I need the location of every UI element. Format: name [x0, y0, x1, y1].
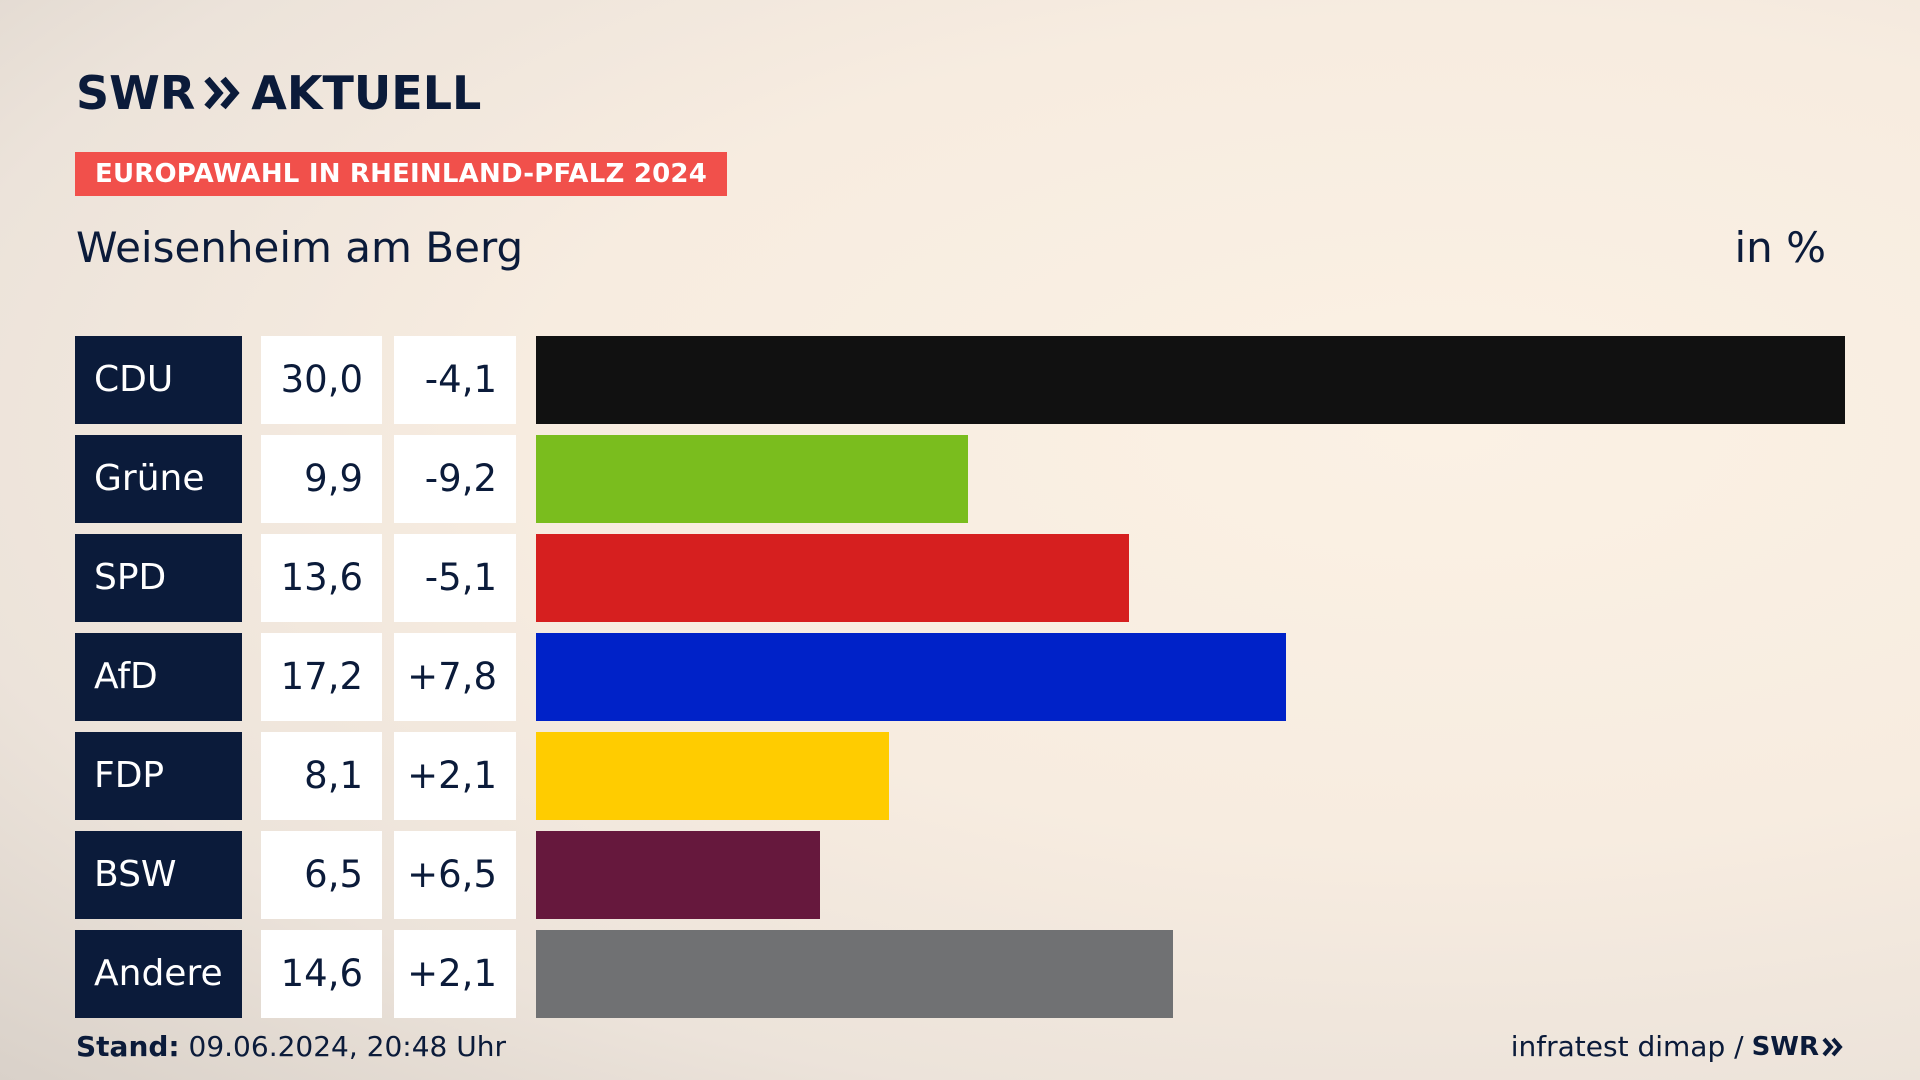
bar	[536, 435, 968, 523]
stand-label: Stand:	[76, 1030, 180, 1063]
bar	[536, 633, 1286, 721]
chart-row: Grüne 9,9 -9,2	[75, 435, 1845, 523]
value-label: 9,9	[261, 435, 382, 523]
unit-label: in %	[1734, 223, 1826, 272]
bar-track	[536, 831, 1845, 919]
chart-row: BSW 6,5 +6,5	[75, 831, 1845, 919]
bar	[536, 732, 889, 820]
chart-row: Andere 14,6 +2,1	[75, 930, 1845, 1018]
diff-label: +2,1	[394, 930, 516, 1018]
source-credit: infratest dimap / SWR	[1511, 1030, 1844, 1064]
chart-row: AfD 17,2 +7,8	[75, 633, 1845, 721]
chart-row: CDU 30,0 -4,1	[75, 336, 1845, 424]
diff-label: -5,1	[394, 534, 516, 622]
chart-row: SPD 13,6 -5,1	[75, 534, 1845, 622]
diff-label: -4,1	[394, 336, 516, 424]
bar	[536, 534, 1129, 622]
source-text: infratest dimap /	[1510, 1030, 1744, 1063]
party-label: SPD	[75, 534, 242, 622]
party-label: AfD	[75, 633, 242, 721]
diff-label: +7,8	[394, 633, 516, 721]
logo-aktuell-text: AKTUELL	[251, 66, 482, 120]
bar	[536, 831, 820, 919]
bar-track	[536, 435, 1845, 523]
party-label: FDP	[75, 732, 242, 820]
double-chevron-icon	[204, 76, 240, 110]
page-title: Weisenheim am Berg	[76, 223, 524, 272]
value-label: 17,2	[261, 633, 382, 721]
swr-aktuell-logo: SWR AKTUELL	[76, 68, 481, 118]
diff-label: +2,1	[394, 732, 516, 820]
bar	[536, 930, 1173, 1018]
bar-track	[536, 732, 1845, 820]
value-label: 8,1	[261, 732, 382, 820]
bar-track	[536, 930, 1845, 1018]
value-label: 14,6	[261, 930, 382, 1018]
bar-track	[536, 633, 1845, 721]
stand-value: 09.06.2024, 20:48 Uhr	[188, 1030, 506, 1063]
value-label: 13,6	[261, 534, 382, 622]
timestamp: Stand: 09.06.2024, 20:48 Uhr	[76, 1030, 506, 1064]
footer-brand: SWR	[1752, 1030, 1844, 1064]
bar-track	[536, 336, 1845, 424]
party-label: Andere	[75, 930, 242, 1018]
bar-track	[536, 534, 1845, 622]
logo-swr-text: SWR	[76, 66, 196, 120]
chart-row: FDP 8,1 +2,1	[75, 732, 1845, 820]
diff-label: -9,2	[394, 435, 516, 523]
value-label: 30,0	[261, 336, 382, 424]
value-label: 6,5	[261, 831, 382, 919]
bar	[536, 336, 1845, 424]
footer-brand-text: SWR	[1751, 1032, 1819, 1062]
election-tag: EUROPAWAHL IN RHEINLAND-PFALZ 2024	[75, 152, 727, 196]
party-label: CDU	[75, 336, 242, 424]
double-chevron-icon	[1822, 1037, 1843, 1057]
party-label: Grüne	[75, 435, 242, 523]
party-label: BSW	[75, 831, 242, 919]
diff-label: +6,5	[394, 831, 516, 919]
